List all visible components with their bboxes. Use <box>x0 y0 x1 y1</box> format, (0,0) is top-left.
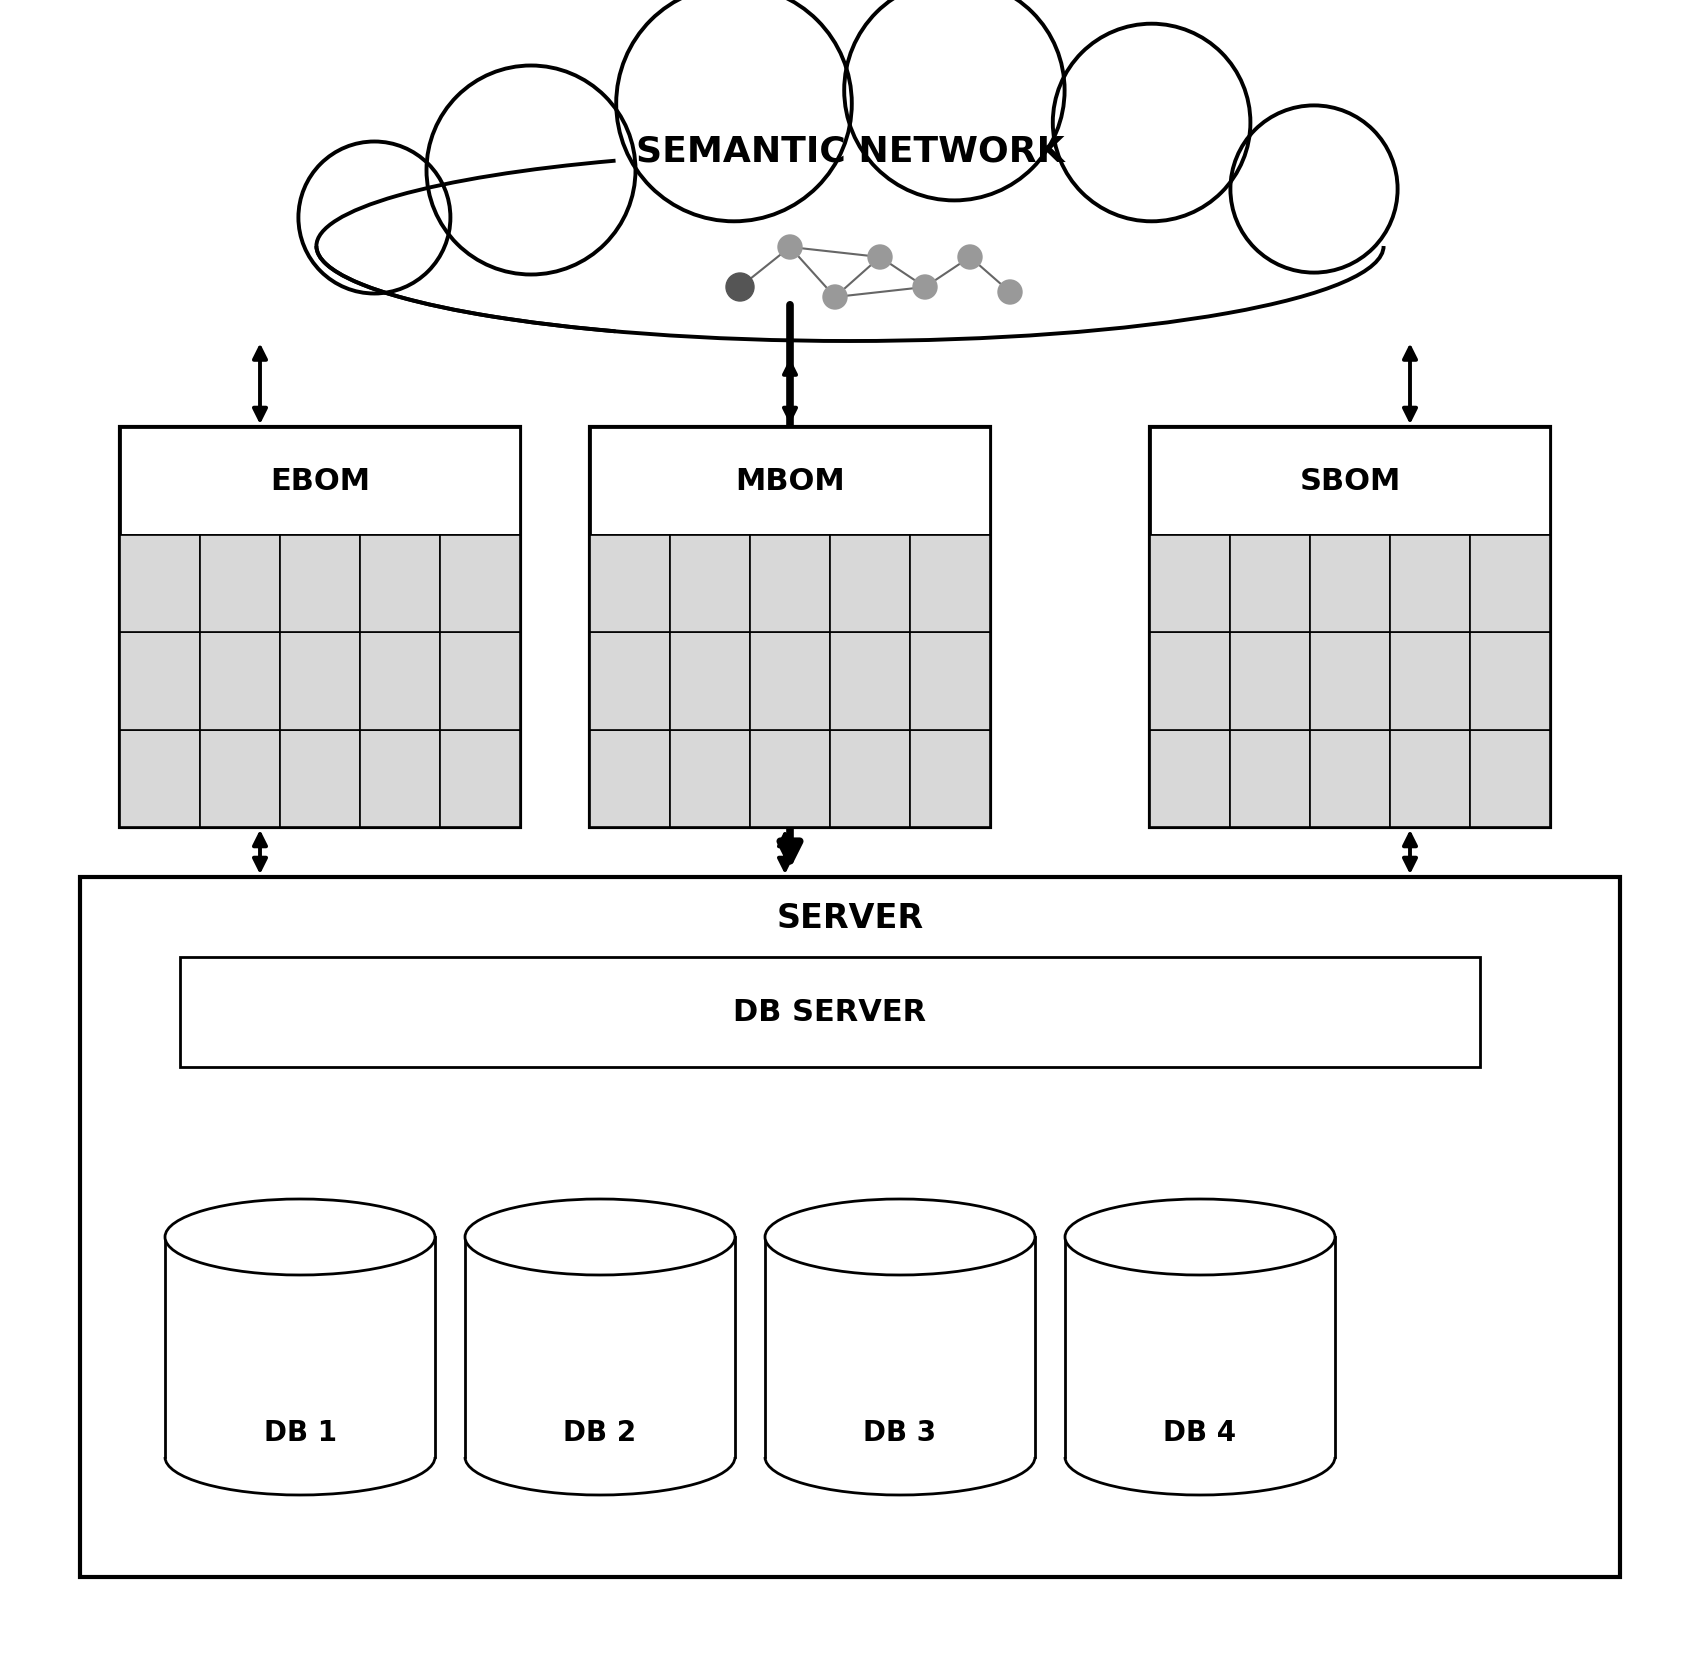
Ellipse shape <box>464 1418 735 1495</box>
Bar <box>1230 535 1310 633</box>
Bar <box>750 535 830 633</box>
Circle shape <box>958 245 981 268</box>
Bar <box>201 633 281 729</box>
Bar <box>121 633 201 729</box>
Circle shape <box>844 0 1065 200</box>
Bar <box>1230 729 1310 827</box>
Bar <box>590 428 990 827</box>
Ellipse shape <box>765 1200 1034 1274</box>
Bar <box>441 535 521 633</box>
Bar <box>590 729 670 827</box>
Text: SEMANTIC NETWORK: SEMANTIC NETWORK <box>636 134 1065 167</box>
Polygon shape <box>165 1238 435 1457</box>
Circle shape <box>726 273 754 302</box>
Text: MBOM: MBOM <box>735 467 845 495</box>
Text: EBOM: EBOM <box>270 467 371 495</box>
Ellipse shape <box>1065 1200 1335 1274</box>
Circle shape <box>427 66 636 275</box>
Bar <box>590 535 670 633</box>
Bar <box>830 535 910 633</box>
Bar <box>121 729 201 827</box>
Bar <box>590 428 990 535</box>
Bar <box>441 633 521 729</box>
Bar <box>1230 633 1310 729</box>
Bar <box>121 428 521 827</box>
Text: SERVER: SERVER <box>776 901 924 935</box>
Ellipse shape <box>316 151 1383 341</box>
Ellipse shape <box>464 1200 735 1274</box>
Bar <box>201 729 281 827</box>
Bar <box>180 958 1480 1067</box>
Circle shape <box>868 245 891 268</box>
Bar <box>830 729 910 827</box>
Bar <box>1310 729 1390 827</box>
Bar <box>1470 633 1550 729</box>
Bar <box>121 535 201 633</box>
Circle shape <box>616 0 852 222</box>
Bar <box>121 428 521 535</box>
Bar <box>1310 535 1390 633</box>
Text: DB 1: DB 1 <box>264 1418 337 1447</box>
Circle shape <box>913 275 937 298</box>
Bar <box>590 633 670 729</box>
Circle shape <box>777 235 801 258</box>
Text: DB SERVER: DB SERVER <box>733 998 927 1026</box>
Text: DB 4: DB 4 <box>1163 1418 1237 1447</box>
Bar <box>1310 633 1390 729</box>
Bar <box>281 633 361 729</box>
Polygon shape <box>464 1238 735 1457</box>
Circle shape <box>823 285 847 308</box>
Bar <box>1150 428 1550 827</box>
Bar <box>910 633 990 729</box>
Polygon shape <box>1065 1238 1335 1457</box>
Circle shape <box>1230 106 1398 273</box>
Bar <box>670 633 750 729</box>
Bar <box>281 535 361 633</box>
Polygon shape <box>765 1238 1034 1457</box>
Bar <box>750 729 830 827</box>
Bar <box>441 729 521 827</box>
Bar <box>1150 535 1230 633</box>
Bar <box>361 633 441 729</box>
Bar <box>1470 729 1550 827</box>
Circle shape <box>998 280 1022 303</box>
Bar <box>670 535 750 633</box>
Bar <box>750 633 830 729</box>
Bar <box>1390 535 1470 633</box>
Bar <box>201 535 281 633</box>
Bar <box>670 729 750 827</box>
Bar <box>910 729 990 827</box>
Bar <box>1150 633 1230 729</box>
Text: DB 2: DB 2 <box>563 1418 636 1447</box>
Bar <box>1150 428 1550 535</box>
Bar <box>910 535 990 633</box>
Text: DB 3: DB 3 <box>864 1418 937 1447</box>
Bar <box>1470 535 1550 633</box>
Ellipse shape <box>765 1418 1034 1495</box>
Text: SBOM: SBOM <box>1300 467 1400 495</box>
Bar <box>80 877 1619 1577</box>
Bar <box>1390 633 1470 729</box>
Bar <box>830 633 910 729</box>
Bar <box>1390 729 1470 827</box>
Bar <box>361 729 441 827</box>
Bar <box>361 535 441 633</box>
Circle shape <box>298 141 451 293</box>
Bar <box>1150 729 1230 827</box>
Bar <box>281 729 361 827</box>
Ellipse shape <box>165 1418 435 1495</box>
Circle shape <box>1053 23 1250 222</box>
Ellipse shape <box>165 1200 435 1274</box>
Ellipse shape <box>1065 1418 1335 1495</box>
